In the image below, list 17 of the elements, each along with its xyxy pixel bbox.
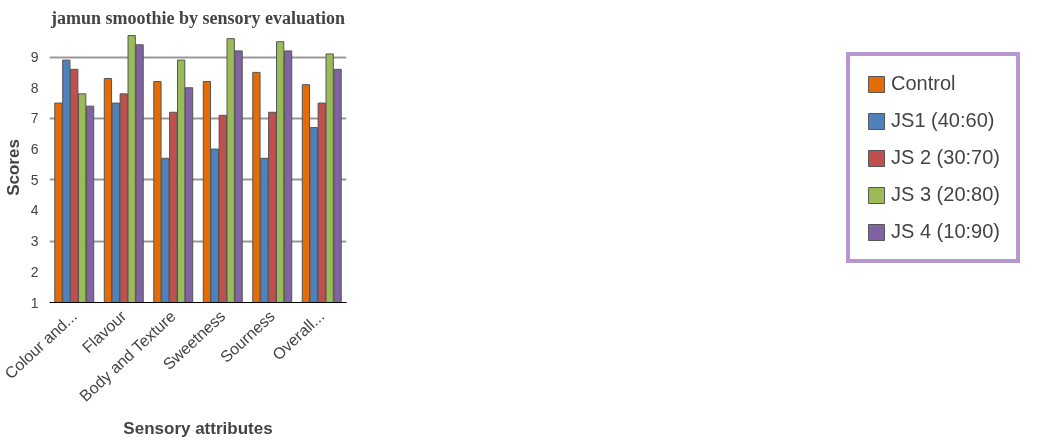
legend-label: Control	[891, 72, 956, 95]
y-tick-label: 2	[30, 263, 39, 280]
y-tick-label: 3	[30, 233, 39, 250]
y-tick-label: 4	[30, 202, 39, 219]
legend-label: JS1 (40:60)	[891, 109, 995, 132]
y-tick-label: 1	[30, 294, 39, 311]
legend-label: JS 3 (20:80)	[891, 183, 1000, 206]
y-tick-label: 7	[30, 110, 39, 127]
y-tick-label: 6	[30, 141, 39, 158]
y-tick-label: 5	[30, 171, 39, 188]
y-tick-label: 8	[30, 79, 39, 96]
x-axis-title: Sensory attributes	[123, 418, 273, 438]
chart-title: jamun smoothie by sensory evaluation	[49, 7, 346, 28]
legend-label: JS 4 (10:90)	[891, 220, 1000, 243]
legend-label: JS 2 (30:70)	[891, 146, 1000, 169]
y-tick-label: 9	[30, 49, 39, 66]
y-axis-title: Scores	[3, 139, 23, 196]
